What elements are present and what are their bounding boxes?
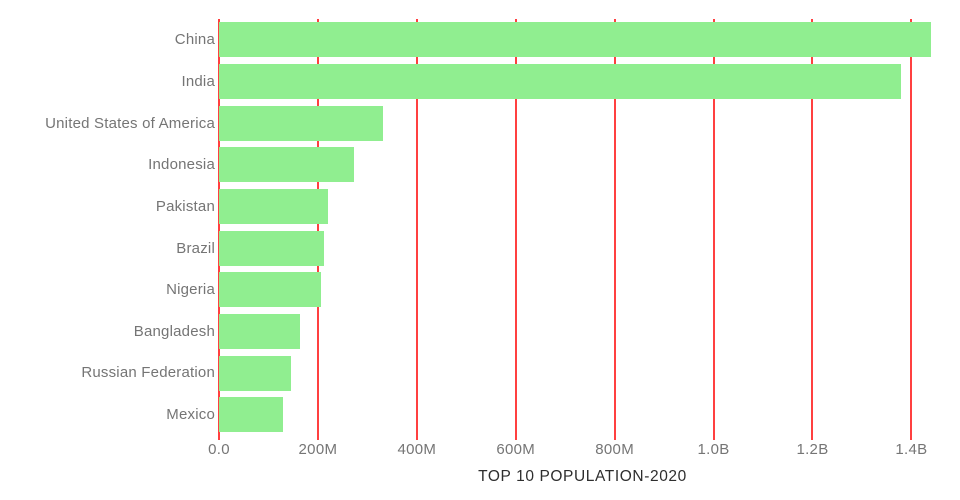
category-label-mexico: Mexico	[166, 406, 215, 424]
gridline-0.0	[218, 19, 220, 440]
bar-indonesia	[219, 147, 355, 183]
bar-mexico	[219, 397, 283, 433]
x-tick-label-1.2B: 1.2B	[796, 441, 829, 458]
bar-brazil	[219, 230, 325, 266]
category-label-indonesia: Indonesia	[148, 156, 215, 174]
bar-nigeria	[219, 272, 321, 308]
x-tick-label-800M: 800M	[595, 441, 635, 458]
bar-china	[219, 22, 931, 58]
gridline-1.0B	[712, 19, 715, 440]
bar-russian-federation	[219, 355, 292, 391]
gridline-200M	[316, 19, 319, 440]
category-label-bangladesh: Bangladesh	[133, 322, 215, 340]
x-tick-label-1.0B: 1.0B	[697, 441, 730, 458]
category-label-india: India	[181, 72, 215, 90]
gridline-800M	[613, 19, 616, 440]
category-label-pakistan: Pakistan	[155, 197, 215, 215]
bar-bangladesh	[219, 313, 301, 349]
x-tick-label-200M: 200M	[298, 441, 338, 458]
category-label-brazil: Brazil	[176, 239, 215, 257]
category-label-united-states-of-america: United States of America	[45, 114, 215, 132]
x-tick-label-600M: 600M	[496, 441, 536, 458]
bars-layer	[219, 19, 946, 436]
category-label-russian-federation: Russian Federation	[81, 364, 215, 382]
bar-india	[219, 63, 902, 99]
chart-title: TOP 10 POPULATION-2020	[478, 468, 687, 485]
category-label-china: China	[174, 31, 215, 49]
x-tick-label-0.0: 0.0	[208, 441, 230, 458]
x-tick-label-400M: 400M	[397, 441, 437, 458]
bar-united-states-of-america	[219, 105, 383, 141]
x-axis-tick-labels-layer: 0.0 200M 400M 600M 800M 1.0B 1.2B 1.4B	[208, 441, 946, 459]
gridline-1.2B	[811, 19, 814, 440]
x-tick-label-1.4B: 1.4B	[895, 441, 928, 458]
country-labels-layer: China India United States of America Indone…	[0, 19, 215, 436]
category-label-nigeria: Nigeria	[166, 281, 215, 299]
bar-pakistan	[219, 188, 329, 224]
gridlines-layer	[218, 19, 946, 440]
gridline-400M	[415, 19, 418, 440]
gridline-1.4B	[910, 19, 913, 440]
gridline-600M	[514, 19, 517, 440]
